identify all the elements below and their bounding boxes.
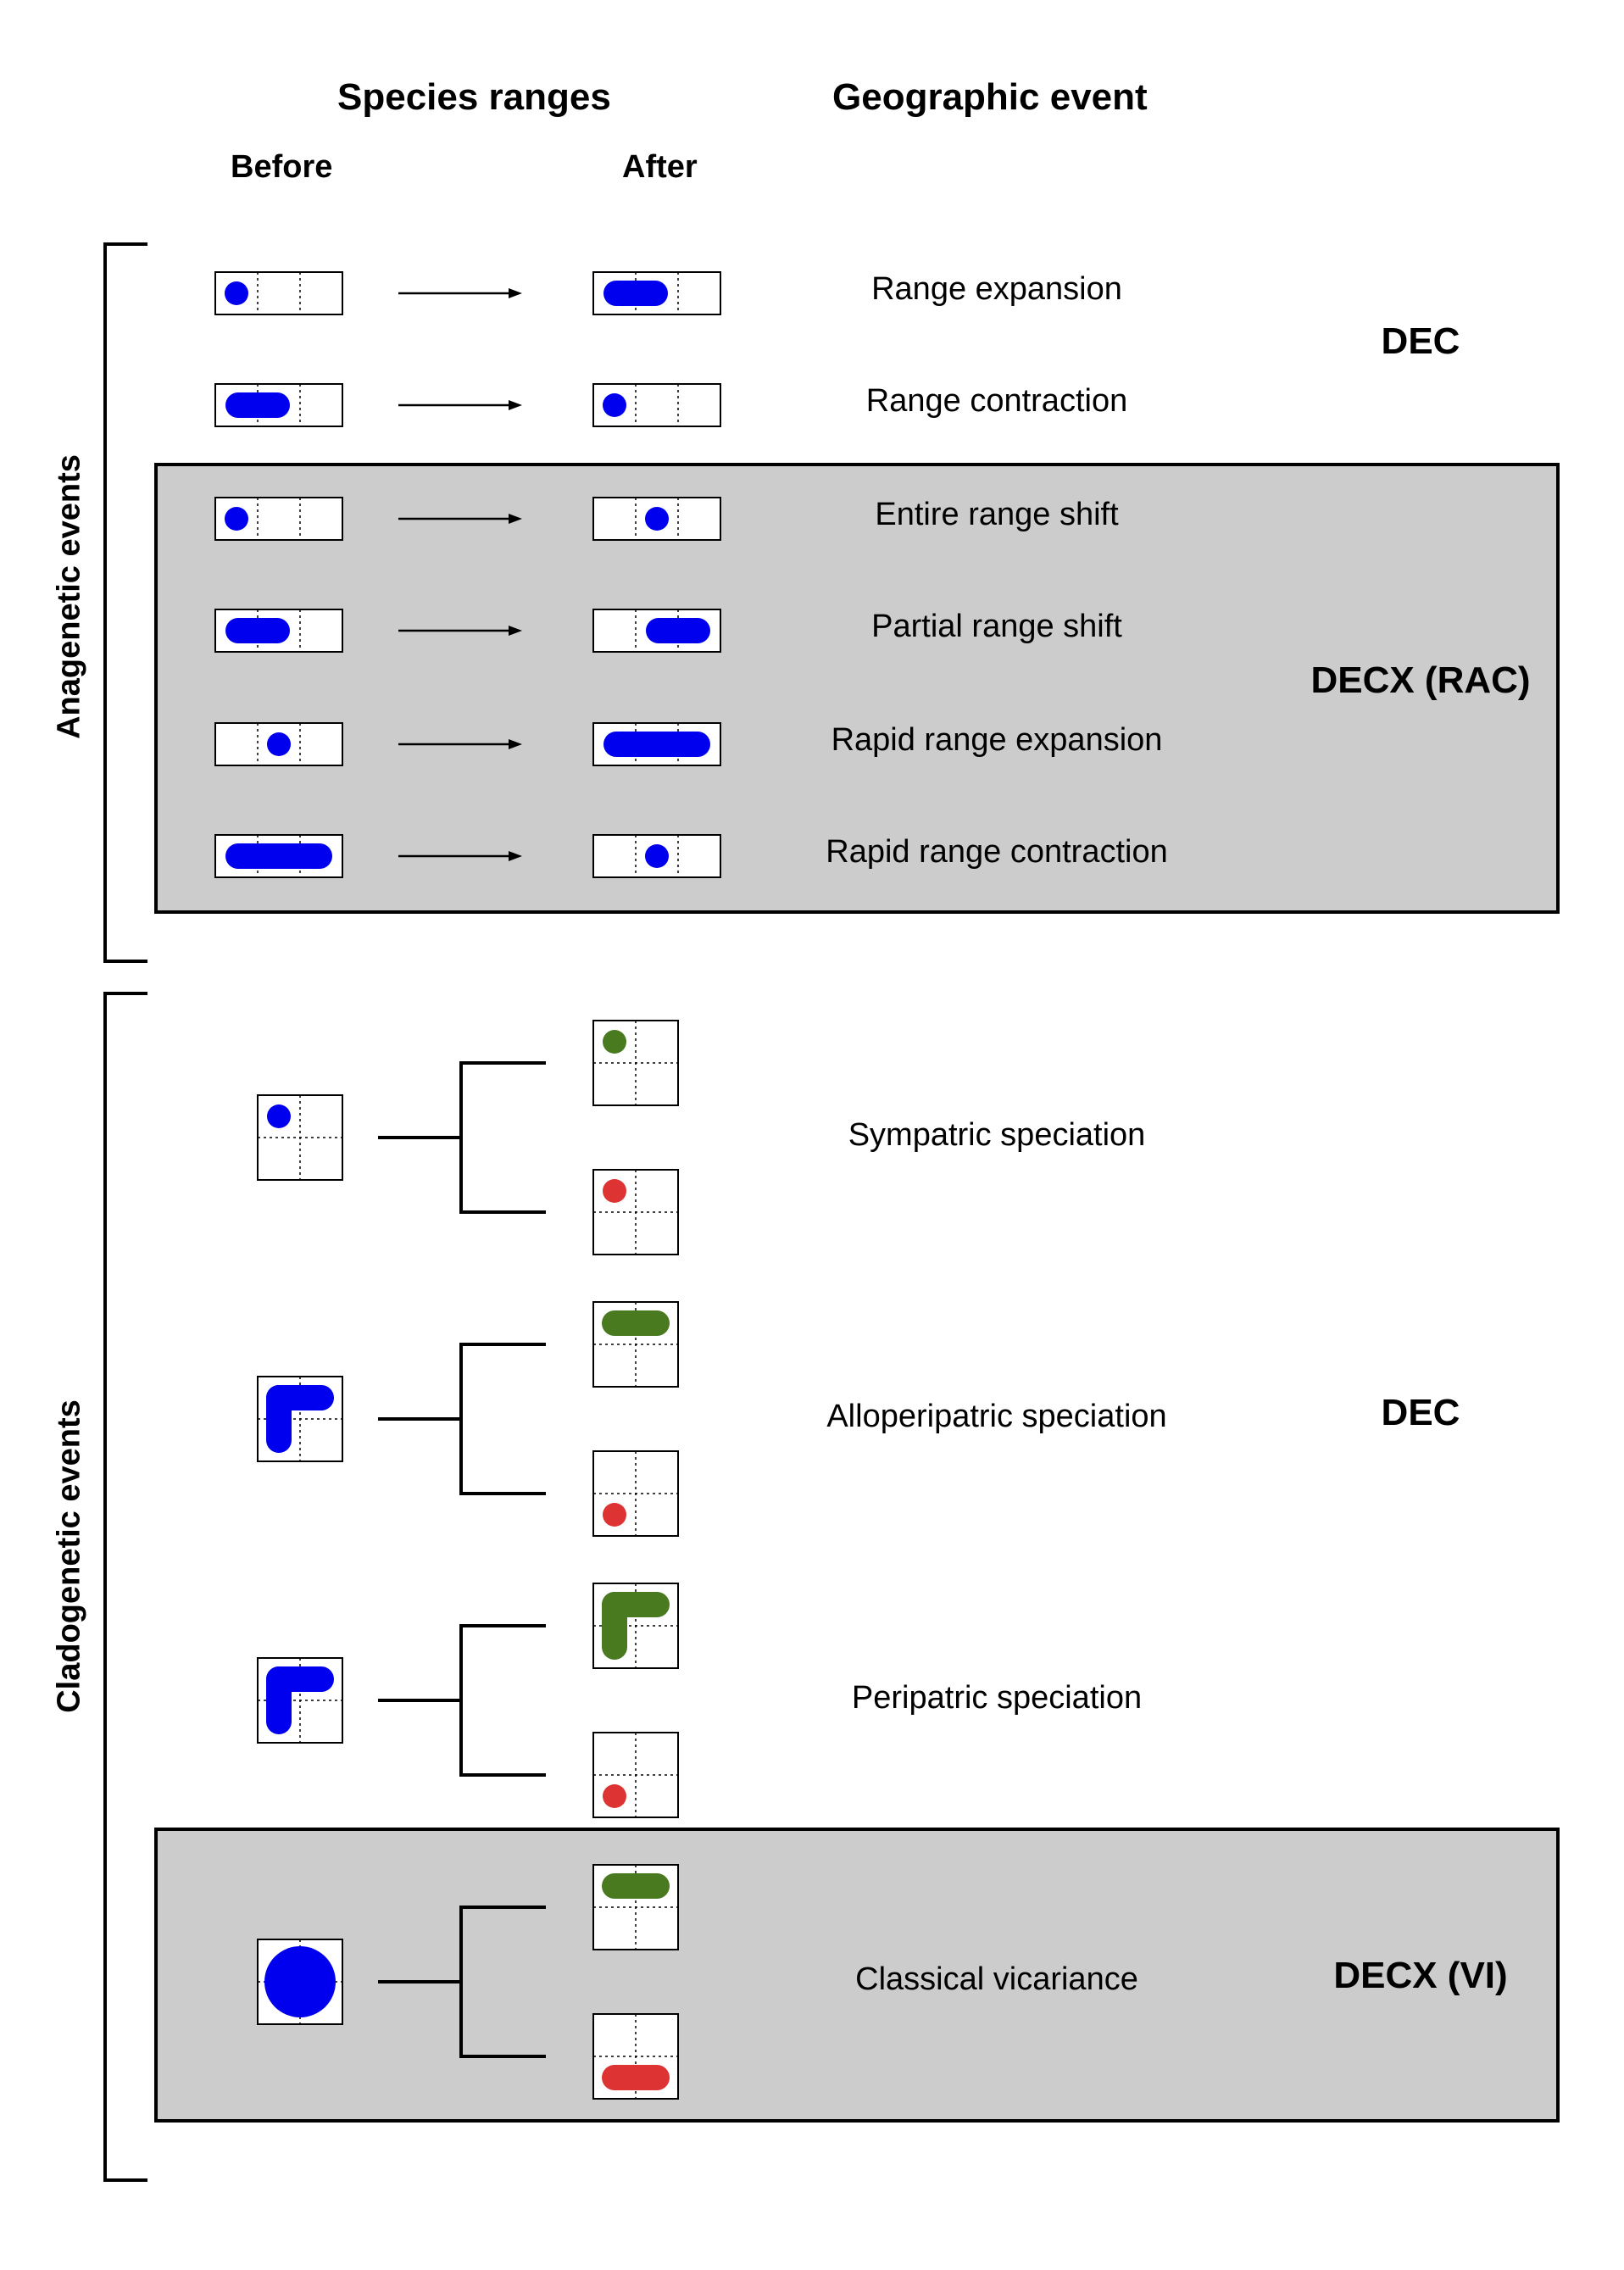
arrow-entire-range-shift xyxy=(398,514,522,524)
arrow-partial-range-shift-head xyxy=(509,626,522,636)
before-range-range-expansion xyxy=(214,271,343,315)
arrow-rapid-range-contraction xyxy=(398,851,522,861)
speciation-tree-peripatric xyxy=(378,1624,546,1777)
range-dot xyxy=(603,393,626,417)
before-range-rapid-range-contraction xyxy=(214,834,343,878)
range-l-shape-vertical xyxy=(266,1666,292,1734)
ancestral-range-sympatric xyxy=(257,1094,343,1181)
arrow-partial-range-shift xyxy=(398,626,522,636)
range-bar xyxy=(602,2065,670,2090)
daughter-range-1-peripatric xyxy=(592,1583,679,1669)
cladogenetic-bracket-line xyxy=(103,992,147,2182)
species-ranges-header: Species ranges xyxy=(337,76,611,118)
after-subheader: After xyxy=(622,149,698,185)
ancestral-range-vicariance xyxy=(257,1939,343,2025)
after-range-rapid-range-expansion xyxy=(592,722,721,766)
before-range-range-contraction xyxy=(214,383,343,427)
daughter-range-2-vicariance xyxy=(592,2013,679,2100)
cladogenetic-bracket xyxy=(103,992,147,2182)
range-bar xyxy=(602,1873,670,1899)
anagenetic-events-label: Anagenetic events xyxy=(51,454,87,739)
daughter-range-1-sympatric xyxy=(592,1020,679,1106)
arrow-rapid-range-expansion xyxy=(398,739,522,749)
ancestral-range-peripatric xyxy=(257,1657,343,1744)
range-l-shape xyxy=(266,1385,334,1453)
model-label-dec-anagenetic: DEC xyxy=(1381,320,1460,362)
after-range-range-expansion xyxy=(592,271,721,315)
speciation-tree-vicariance xyxy=(378,1906,546,2058)
range-dot xyxy=(225,281,248,305)
before-range-entire-range-shift xyxy=(214,497,343,541)
range-bar xyxy=(225,843,332,869)
range-bar xyxy=(225,392,290,418)
before-subheader: Before xyxy=(231,149,333,185)
event-label-entire-range-shift: Entire range shift xyxy=(875,497,1119,532)
ancestral-range-alloperipatric xyxy=(257,1376,343,1462)
speciation-tree-alloperipatric xyxy=(378,1343,546,1495)
decx-rac-highlight-box xyxy=(154,463,1560,914)
range-bar xyxy=(225,618,290,643)
range-bar xyxy=(603,732,710,757)
arrow-range-expansion xyxy=(398,288,522,298)
range-dot xyxy=(603,1784,626,1808)
before-range-rapid-range-expansion xyxy=(214,722,343,766)
after-range-range-contraction xyxy=(592,383,721,427)
daughter-range-2-sympatric xyxy=(592,1169,679,1255)
daughter-range-2-peripatric xyxy=(592,1732,679,1818)
speciation-tree-sympatric xyxy=(378,1061,546,1214)
range-dot xyxy=(603,1503,626,1527)
arrow-rapid-range-contraction-head xyxy=(509,851,522,861)
range-dot xyxy=(645,844,669,868)
model-label-decx-vi: DECX (VI) xyxy=(1333,1955,1508,1996)
anagenetic-bracket-line xyxy=(103,242,147,963)
after-range-partial-range-shift xyxy=(592,609,721,653)
geographic-event-header: Geographic event xyxy=(832,76,1148,118)
event-label-peripatric-speciation: Peripatric speciation xyxy=(851,1680,1143,1716)
range-large-circle xyxy=(264,1946,336,2017)
event-label-partial-range-shift: Partial range shift xyxy=(871,609,1122,644)
range-bar xyxy=(603,281,668,306)
after-range-entire-range-shift xyxy=(592,497,721,541)
daughter-range-1-alloperipatric xyxy=(592,1301,679,1388)
arrow-entire-range-shift-head xyxy=(509,514,522,524)
range-l-shape xyxy=(266,1666,334,1734)
event-label-range-expansion: Range expansion xyxy=(871,271,1122,307)
daughter-range-1-vicariance xyxy=(592,1864,679,1950)
event-label-rapid-range-contraction: Rapid range contraction xyxy=(826,834,1168,870)
arrow-range-contraction xyxy=(398,400,522,410)
event-label-classical-vicariance: Classical vicariance xyxy=(855,1961,1138,1997)
range-l-shape-vertical xyxy=(602,1592,627,1660)
event-label-range-contraction: Range contraction xyxy=(865,383,1128,419)
decx-vi-highlight-box xyxy=(154,1828,1560,2123)
range-l-shape xyxy=(602,1592,670,1660)
range-bar xyxy=(646,618,710,643)
cladogenetic-events-label: Cladogenetic events xyxy=(51,1399,87,1713)
anagenetic-bracket xyxy=(103,242,147,963)
range-l-shape-vertical xyxy=(266,1385,292,1453)
event-label-rapid-range-expansion: Rapid range expansion xyxy=(831,722,1163,758)
range-dot xyxy=(645,507,669,531)
event-label-sympatric-speciation: Sympatric speciation xyxy=(848,1117,1146,1153)
model-label-dec-cladogenetic: DEC xyxy=(1381,1392,1460,1433)
event-label-alloperipatric-speciation: Alloperipatric speciation xyxy=(826,1399,1167,1434)
arrow-range-expansion-head xyxy=(509,288,522,298)
range-dot xyxy=(603,1030,626,1054)
range-dot xyxy=(603,1179,626,1203)
before-range-partial-range-shift xyxy=(214,609,343,653)
range-dot xyxy=(225,507,248,531)
daughter-range-2-alloperipatric xyxy=(592,1450,679,1537)
arrow-range-contraction-head xyxy=(509,400,522,410)
range-dot xyxy=(267,732,291,756)
range-dot xyxy=(267,1104,291,1128)
after-range-rapid-range-contraction xyxy=(592,834,721,878)
model-label-decx-rac: DECX (RAC) xyxy=(1310,659,1531,701)
arrow-rapid-range-expansion-head xyxy=(509,739,522,749)
range-bar xyxy=(602,1310,670,1336)
